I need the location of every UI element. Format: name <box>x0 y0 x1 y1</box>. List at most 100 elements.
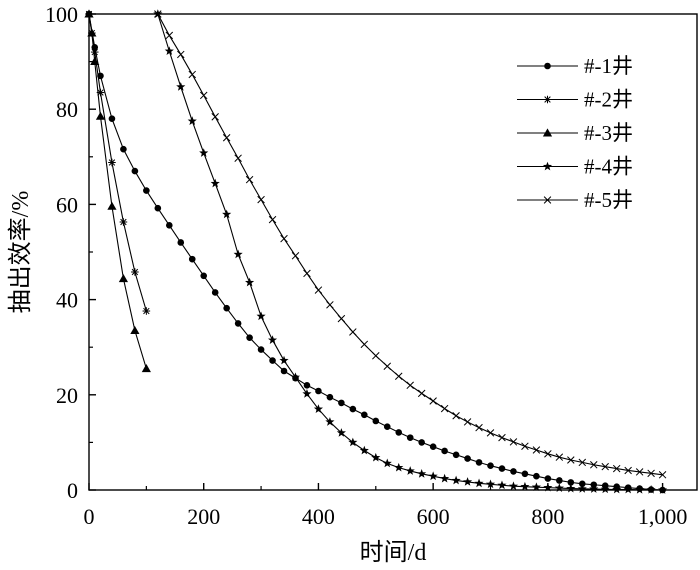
series-1-point <box>533 472 540 480</box>
series-5-point <box>567 456 575 464</box>
series-5-point <box>314 286 323 294</box>
series-5-point <box>463 418 472 426</box>
legend: #-1井 #-2井 #-3井 #-4井 #-5井 <box>517 54 633 212</box>
series-1-point <box>211 289 219 296</box>
series-4-point <box>497 480 507 490</box>
series-5-point <box>165 31 174 40</box>
series-5-point <box>532 446 541 454</box>
series-4-point <box>417 469 427 478</box>
series-5-point <box>337 314 346 323</box>
series-5-point <box>372 352 380 360</box>
series-5-point <box>544 450 552 458</box>
series-4-point <box>635 484 645 494</box>
series-4-point <box>199 148 209 157</box>
series-4-point <box>382 458 392 468</box>
x-tick-label: 400 <box>302 504 335 529</box>
series-1-point <box>372 417 380 425</box>
legend-label: #-5井 <box>584 188 633 212</box>
series-1-point <box>395 429 403 436</box>
x-tick-label: 1,000 <box>638 504 688 529</box>
series-1-point <box>108 115 116 123</box>
series-1-point <box>521 470 529 478</box>
series-4-point <box>531 482 541 492</box>
series-4-point <box>520 481 530 491</box>
series-4-point <box>348 437 358 447</box>
series-1-point <box>567 479 575 486</box>
series-4-point <box>440 473 450 483</box>
series-5-point <box>280 234 288 243</box>
series-5-point <box>521 442 529 450</box>
series-1-point <box>418 439 425 446</box>
series-1-point <box>441 447 448 455</box>
series-5 <box>154 10 667 479</box>
legend-marker <box>544 62 551 70</box>
series-5-point <box>245 175 254 184</box>
series-4-point <box>623 484 633 494</box>
axes: 0 200 400 600 800 1,000 0 20 40 60 80 100 时间/d 抽出效率/% <box>7 2 687 566</box>
series-4-point <box>577 484 587 493</box>
series-1-point <box>510 468 517 475</box>
series-1-point <box>280 367 288 375</box>
legend-item-5: #-5井 <box>517 188 633 212</box>
legend-marker <box>543 196 552 204</box>
series-5-point <box>177 50 185 59</box>
series-3-point <box>90 57 100 66</box>
series-5-point <box>555 453 564 461</box>
y-tick-label: 40 <box>56 288 78 313</box>
series-2-point <box>142 307 151 315</box>
series-5-point <box>578 458 587 467</box>
series-2-point <box>108 158 116 167</box>
x-tick-label: 200 <box>187 504 220 529</box>
legend-marker <box>542 161 553 171</box>
series-5-point <box>222 134 231 142</box>
series-4-point <box>222 209 232 219</box>
series-1-point <box>498 465 506 472</box>
series-5-point <box>658 471 667 479</box>
series-5-point <box>394 372 403 380</box>
series-1-point <box>200 272 208 280</box>
series-4-point <box>187 116 197 125</box>
series-1-point <box>269 357 276 364</box>
series-1-point <box>487 462 494 470</box>
series-4-point <box>302 389 312 398</box>
series-1-point <box>544 475 552 482</box>
series-1-point <box>143 187 150 194</box>
series-5-point <box>406 381 414 390</box>
series-1-point <box>257 346 265 353</box>
y-tick-label: 60 <box>56 192 78 217</box>
series-4-point <box>336 428 346 437</box>
series-4-point <box>589 484 599 493</box>
series-1-point <box>452 451 460 459</box>
series-5-point <box>612 464 621 473</box>
series-3-point <box>130 325 140 334</box>
series-2-point <box>90 48 99 56</box>
series-5-point <box>154 10 162 18</box>
series-1-point <box>154 204 162 212</box>
series-1-point <box>246 334 253 341</box>
series-4-point <box>474 478 484 488</box>
series-4-point <box>256 311 266 321</box>
series-1-point <box>429 443 437 450</box>
series-4-point <box>394 462 404 472</box>
series-4-line <box>157 13 663 491</box>
y-tick-label: 100 <box>45 2 78 27</box>
series-1-point <box>338 399 345 407</box>
x-tick-label: 0 <box>84 504 95 529</box>
series-5-point <box>509 438 518 446</box>
series-5-point <box>475 423 483 432</box>
series-5-point <box>326 301 334 309</box>
series-3-point <box>107 201 117 210</box>
series-4-point <box>428 471 438 481</box>
series-4-point <box>451 475 461 485</box>
series-5-point <box>417 389 426 398</box>
series-1-point <box>475 459 483 466</box>
series-3 <box>84 9 151 373</box>
series-1-point <box>303 381 311 389</box>
legend-label: #-3井 <box>584 121 633 145</box>
x-axis-title: 时间/d <box>360 539 427 566</box>
series-1-point <box>556 477 563 484</box>
series-4-point <box>245 277 255 287</box>
series-5-point <box>234 154 242 162</box>
series-4-point <box>405 466 415 475</box>
